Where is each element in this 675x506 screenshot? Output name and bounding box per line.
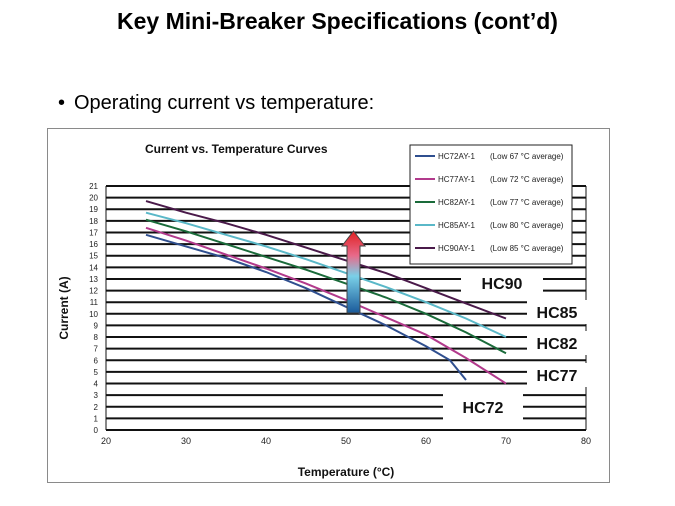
- end-label-box: [443, 394, 523, 420]
- end-label-box: [527, 363, 587, 387]
- legend-series-name: HC82AY-1: [438, 198, 475, 207]
- y-tick-label: 3: [94, 391, 99, 400]
- legend-series-name: HC85AY-1: [438, 221, 475, 230]
- y-tick-label: 11: [90, 298, 99, 307]
- x-tick-label: 30: [181, 436, 191, 446]
- legend-series-name: HC77AY-1: [438, 175, 475, 184]
- y-tick-label: 4: [94, 380, 99, 389]
- legend-series-note: (Low 72 °C average): [490, 175, 564, 184]
- end-label-hc85: HC85: [537, 305, 578, 322]
- legend-series-note: (Low 80 °C average): [490, 221, 564, 230]
- series-line-hc72: [145, 233, 467, 381]
- bullet-text: Operating current vs temperature:: [74, 92, 375, 114]
- x-tick-label: 50: [341, 436, 351, 446]
- y-tick-label: 10: [89, 310, 98, 319]
- end-label-box: [461, 270, 543, 296]
- y-tick-label: 13: [89, 275, 98, 284]
- chart-title: Current vs. Temperature Curves: [145, 142, 328, 156]
- end-label-box: [527, 331, 587, 355]
- y-tick-label: 2: [94, 403, 99, 412]
- legend-series-note: (Low 67 °C average): [490, 152, 564, 161]
- series-line-hc90: [145, 200, 507, 320]
- y-tick-label: 14: [89, 263, 98, 272]
- bullet-icon: •: [58, 92, 66, 114]
- y-tick-label: 8: [94, 333, 99, 342]
- y-tick-label: 15: [89, 252, 98, 261]
- legend-series-note: (Low 77 °C average): [490, 198, 564, 207]
- slide-title: Key Mini-Breaker Specifications (cont’d): [117, 8, 558, 34]
- y-tick-label: 7: [94, 345, 99, 354]
- y-tick-label: 16: [89, 240, 98, 249]
- legend-box: [409, 144, 573, 265]
- end-label-hc77: HC77: [537, 368, 578, 385]
- y-tick-label: 19: [89, 205, 98, 214]
- series-line-hc82: [145, 218, 507, 355]
- y-tick-label: 9: [94, 321, 99, 330]
- x-tick-label: 80: [581, 436, 591, 446]
- legend-series-name: HC72AY-1: [438, 152, 475, 161]
- bullet-item: • Operating current vs temperature:: [58, 92, 374, 115]
- x-tick-label: 40: [261, 436, 271, 446]
- y-tick-label: 18: [89, 217, 98, 226]
- end-label-box: [527, 300, 587, 324]
- y-tick-label: 0: [94, 426, 99, 435]
- x-tick-label: 20: [101, 436, 111, 446]
- end-label-hc72: HC72: [463, 400, 504, 417]
- x-tick-label: 60: [421, 436, 431, 446]
- legend-series-note: (Low 85 °C average): [490, 244, 564, 253]
- legend-series-name: HC90AY-1: [438, 244, 475, 253]
- end-label-hc90: HC90: [482, 276, 523, 293]
- y-tick-label: 21: [89, 182, 98, 191]
- trend-arrow-icon: [340, 230, 367, 314]
- series-line-hc85: [145, 211, 507, 338]
- y-tick-label: 1: [94, 414, 99, 423]
- y-tick-label: 17: [89, 228, 98, 237]
- y-tick-label: 12: [89, 287, 98, 296]
- y-tick-label: 5: [94, 368, 99, 377]
- y-axis-label: Current (A): [57, 276, 71, 339]
- series-line-hc77: [145, 226, 507, 385]
- x-tick-label: 70: [501, 436, 511, 446]
- end-label-hc82: HC82: [537, 336, 578, 353]
- y-tick-label: 20: [89, 194, 98, 203]
- x-axis-label: Temperature (°C): [298, 465, 395, 479]
- y-tick-label: 6: [94, 356, 99, 365]
